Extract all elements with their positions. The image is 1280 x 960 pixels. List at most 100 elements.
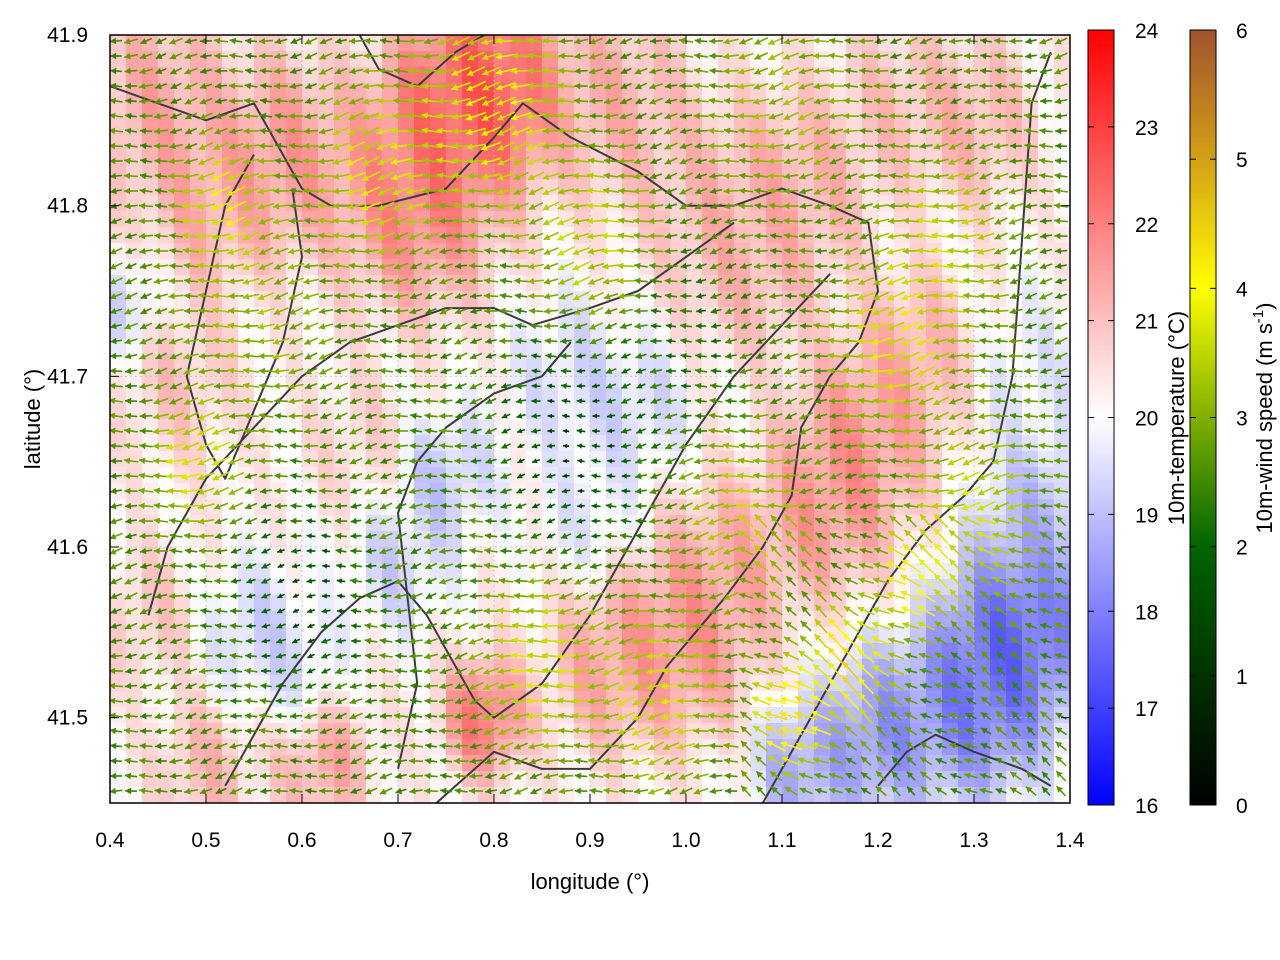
temperature-cell (254, 195, 271, 212)
temperature-cell (318, 499, 335, 516)
temperature-cell (526, 35, 543, 52)
temperature-cell (366, 435, 383, 452)
temperature-cell (1006, 643, 1023, 660)
temperature-cell (110, 739, 127, 756)
temperature-cell (238, 611, 255, 628)
temperature-cell (1054, 451, 1070, 468)
temperature-cell (366, 659, 383, 676)
temperature-cell (462, 291, 479, 308)
temperature-cell (206, 163, 223, 180)
temperature-cell (686, 675, 703, 692)
temperature-cell (718, 195, 735, 212)
temperature-cell (430, 451, 447, 468)
temperature-cell (814, 771, 831, 788)
temperature-cell (286, 531, 303, 548)
temperature-cell (718, 739, 735, 756)
temperature-cell (910, 307, 927, 324)
temperature-cell (270, 435, 287, 452)
temperature-cell (414, 547, 431, 564)
temperature-cell (126, 467, 143, 484)
temperature-cell (142, 259, 159, 276)
temperature-cell (382, 355, 399, 372)
temperature-cell (318, 115, 335, 132)
temperature-cell (334, 675, 351, 692)
temperature-cell (382, 675, 399, 692)
temperature-cell (398, 131, 415, 148)
temperature-cell (414, 531, 431, 548)
temperature-cell (334, 627, 351, 644)
temperature-cell (670, 291, 687, 308)
temperature-cell (286, 99, 303, 116)
temperature-cell (110, 291, 127, 308)
temperature-cell (782, 211, 799, 228)
temperature-cell (606, 51, 623, 68)
temperature-cell (862, 419, 879, 436)
temperature-cell (446, 755, 463, 772)
temperature-cell (1054, 307, 1070, 324)
temperature-cell (366, 595, 383, 612)
temperature-cell (318, 179, 335, 196)
temperature-cell (1038, 451, 1055, 468)
temperature-cell (414, 291, 431, 308)
temperature-cell (510, 659, 527, 676)
temperature-cell (398, 755, 415, 772)
temperature-cell (1022, 659, 1039, 676)
temperature-cell (654, 355, 671, 372)
temperature-cell (206, 35, 223, 52)
temperature-cell (510, 211, 527, 228)
temperature-cell (974, 35, 991, 52)
temperature-cell (446, 211, 463, 228)
temperature-cell (446, 595, 463, 612)
temperature-cell (254, 131, 271, 148)
temperature-cell (606, 515, 623, 532)
temperature-cell (414, 355, 431, 372)
temperature-cell (1038, 211, 1055, 228)
temperature-cell (158, 211, 175, 228)
temperature-cell (702, 35, 719, 52)
temperature-cell (318, 739, 335, 756)
temperature-cell (734, 51, 751, 68)
temperature-cell (990, 51, 1007, 68)
temperature-cell (1054, 67, 1070, 84)
temperature-cell (158, 467, 175, 484)
temperature-cell (254, 355, 271, 372)
temperature-cell (238, 691, 255, 708)
temperature-cell (414, 515, 431, 532)
temperature-cell (334, 723, 351, 740)
temperature-cell (382, 275, 399, 292)
temperature-cell (542, 51, 559, 68)
temperature-cell (382, 99, 399, 116)
temperature-cell (910, 259, 927, 276)
temperature-cell (654, 35, 671, 52)
temperature-cell (670, 675, 687, 692)
temperature-cell (462, 435, 479, 452)
temperature-cell (590, 179, 607, 196)
temperature-cell (542, 515, 559, 532)
temperature-cell (430, 771, 447, 788)
temperature-cell (302, 595, 319, 612)
temperature-cell (318, 131, 335, 148)
temperature-cell (302, 195, 319, 212)
temperature-cell (718, 419, 735, 436)
temperature-cell (366, 531, 383, 548)
temperature-cell (382, 515, 399, 532)
temperature-cell (334, 611, 351, 628)
temperature-cell (942, 659, 959, 676)
temperature-cell (494, 275, 511, 292)
temperature-cell (334, 307, 351, 324)
temperature-cell (350, 579, 367, 596)
temperature-cell (158, 387, 175, 404)
temperature-cell (174, 771, 191, 788)
temperature-cell (254, 771, 271, 788)
temperature-cell (654, 195, 671, 212)
temperature-cell (238, 579, 255, 596)
temperature-cell (606, 419, 623, 436)
temperature-cell (446, 707, 463, 724)
temperature-cell (206, 291, 223, 308)
temperature-cell (846, 35, 863, 52)
temperature-cell (974, 451, 991, 468)
temperature-cell (590, 67, 607, 84)
temperature-cell (702, 419, 719, 436)
temperature-cell (414, 435, 431, 452)
temperature-cell (190, 35, 207, 52)
